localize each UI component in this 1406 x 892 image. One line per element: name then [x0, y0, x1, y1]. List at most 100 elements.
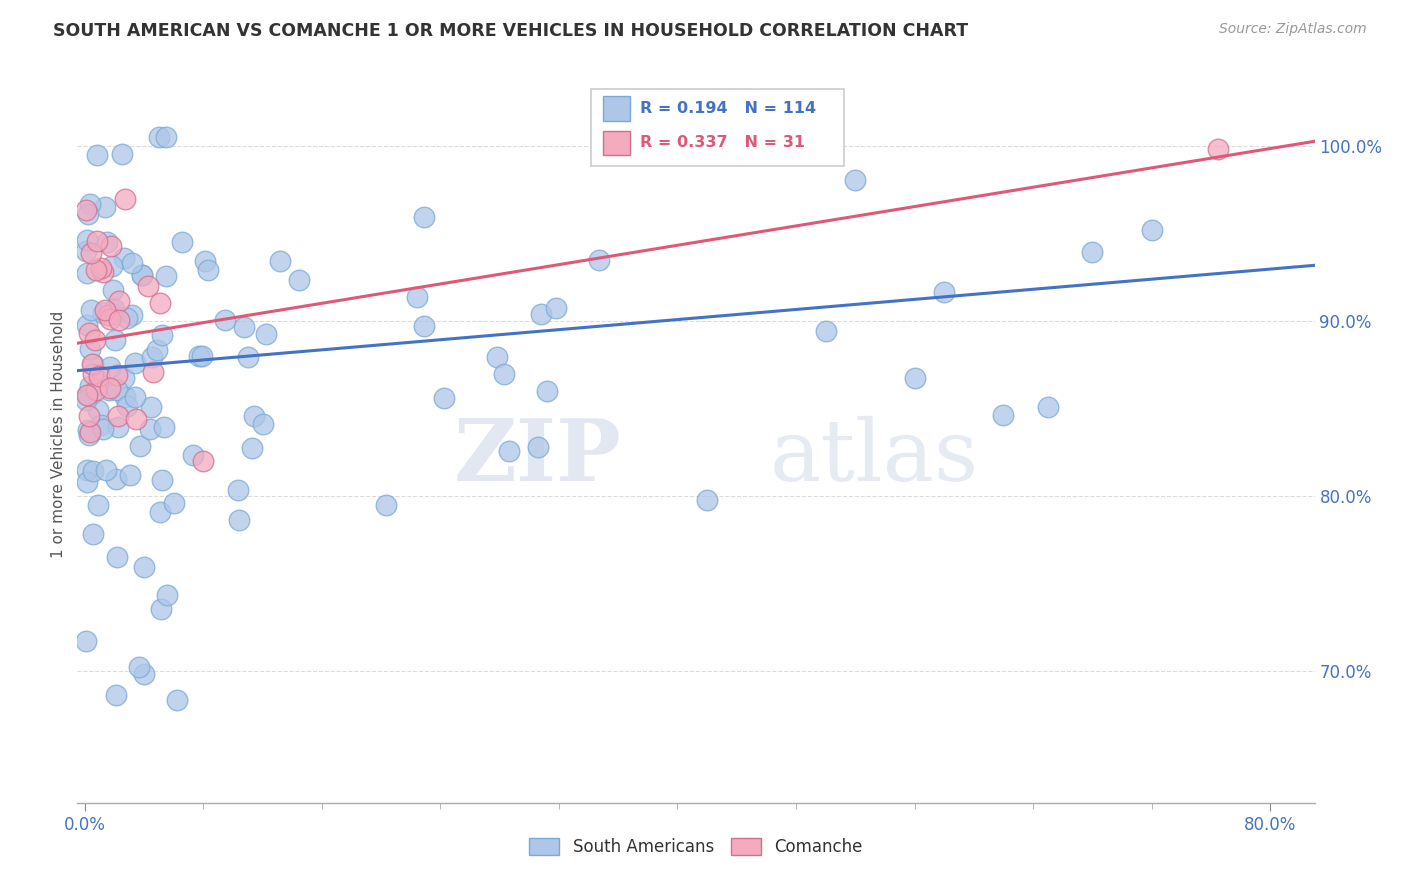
Point [84, 263, 107, 277]
Point [544, 301, 567, 316]
Point [214, 313, 236, 327]
Point [433, 392, 456, 406]
Point [129, 439, 152, 453]
Point [498, 444, 520, 458]
Point [288, 272, 311, 286]
Point [86, 498, 108, 512]
Point [100, 239, 122, 253]
Point [155, 268, 177, 283]
Point [243, 409, 266, 424]
Point [90, 418, 112, 433]
Point [86, 403, 108, 417]
Point [193, 454, 215, 468]
Point [254, 326, 277, 341]
Point [80, 245, 103, 260]
Point [131, 268, 153, 282]
Point [1081, 244, 1104, 259]
Point [82, 527, 104, 541]
Point [82, 465, 104, 479]
Point [82, 357, 104, 371]
Point [374, 498, 396, 512]
Point [1036, 400, 1059, 414]
Point [903, 370, 925, 384]
Point [97, 308, 120, 322]
Point [91, 265, 114, 279]
Point [100, 381, 122, 395]
Point [83, 333, 105, 347]
Point [76, 475, 98, 489]
Point [76, 387, 98, 401]
Point [413, 318, 436, 333]
Point [115, 310, 138, 325]
Point [98, 312, 121, 326]
Point [107, 293, 129, 308]
Point [181, 448, 204, 462]
Point [75, 393, 97, 408]
Point [188, 349, 211, 363]
Point [94, 201, 117, 215]
Point [194, 254, 217, 268]
Text: R = 0.194   N = 114: R = 0.194 N = 114 [640, 101, 817, 116]
Point [494, 367, 516, 381]
Point [80, 387, 103, 401]
Text: R = 0.337   N = 31: R = 0.337 N = 31 [640, 136, 806, 150]
Point [115, 399, 138, 413]
Point [155, 130, 177, 145]
Point [104, 472, 127, 486]
Point [156, 588, 179, 602]
Point [191, 350, 214, 364]
Point [120, 467, 142, 482]
Point [153, 420, 176, 434]
Point [486, 350, 509, 364]
Point [814, 324, 837, 338]
Point [101, 283, 124, 297]
Point [107, 419, 129, 434]
Point [75, 634, 97, 648]
Point [148, 130, 170, 145]
Point [76, 318, 98, 332]
Point [101, 259, 124, 273]
Point [79, 427, 101, 442]
Point [150, 328, 173, 343]
Point [149, 505, 172, 519]
Point [79, 379, 101, 393]
Point [103, 306, 125, 320]
Point [128, 660, 150, 674]
Point [226, 483, 249, 497]
Point [77, 207, 100, 221]
Point [252, 417, 274, 431]
Point [79, 425, 101, 439]
Point [139, 401, 162, 415]
Point [98, 383, 121, 397]
Point [121, 308, 143, 322]
Point [112, 371, 135, 385]
Point [536, 384, 558, 398]
Bar [603, 96, 630, 120]
Point [105, 368, 128, 382]
Point [240, 441, 263, 455]
Point [79, 342, 101, 356]
Point [94, 303, 117, 318]
Point [269, 254, 291, 268]
Text: atlas: atlas [770, 416, 980, 499]
Point [197, 262, 219, 277]
Point [993, 408, 1015, 422]
Point [91, 422, 114, 436]
Point [131, 268, 153, 283]
Point [233, 320, 256, 334]
Point [124, 390, 146, 404]
Point [98, 360, 121, 375]
Point [527, 440, 550, 454]
Point [94, 463, 117, 477]
Point [124, 355, 146, 369]
Text: ZIP: ZIP [454, 415, 621, 499]
FancyBboxPatch shape [591, 89, 845, 166]
Point [132, 560, 155, 574]
Point [80, 357, 103, 371]
Point [87, 376, 110, 391]
Point [114, 192, 136, 206]
Point [114, 390, 136, 404]
Point [172, 235, 194, 249]
Point [844, 172, 866, 186]
Point [138, 279, 160, 293]
